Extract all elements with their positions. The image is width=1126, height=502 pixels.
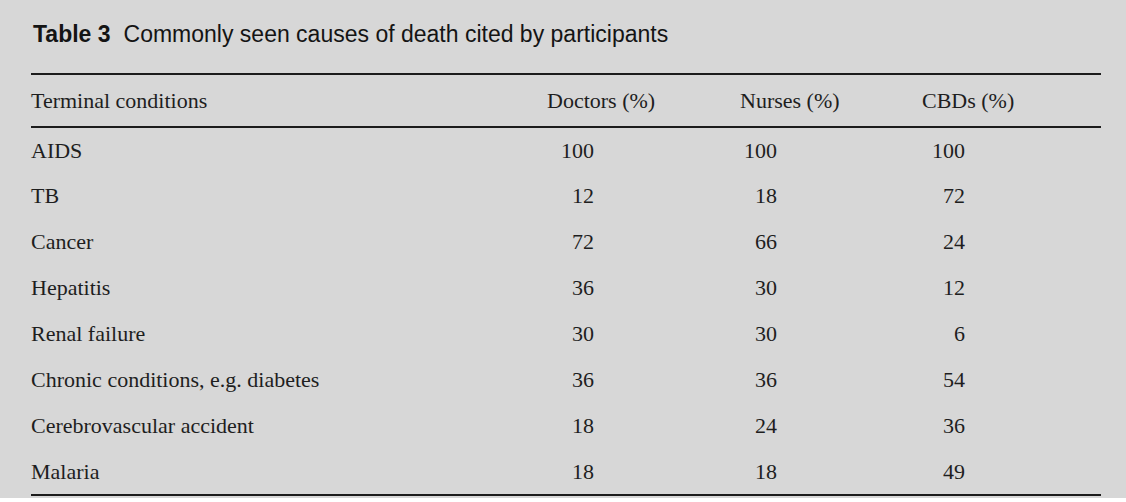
cell-nurses-value: 30 <box>740 311 922 357</box>
cell-doctors-value: 18 <box>547 403 740 449</box>
table-panel: Table 3 Commonly seen causes of death cit… <box>0 0 1126 498</box>
cell-nurses-value: 100 <box>740 127 922 173</box>
cell-cbds-value: 36 <box>922 403 1101 449</box>
cell-cbds-value: 72 <box>922 173 1101 219</box>
cell-cbds-value: 24 <box>922 219 1101 265</box>
column-header-doctors: Doctors (%) <box>547 74 740 127</box>
cell-doctors-value: 72 <box>547 219 740 265</box>
table-row: Malaria 18 18 49 <box>31 449 1101 495</box>
cell-nurses-value: 18 <box>740 449 922 495</box>
cell-condition: Chronic conditions, e.g. diabetes <box>31 357 547 403</box>
cell-doctors-value: 36 <box>547 357 740 403</box>
column-header-terminal-conditions: Terminal conditions <box>31 74 547 127</box>
table-header-row: Terminal conditions Doctors (%) Nurses (… <box>31 74 1101 127</box>
cell-doctors-value: 30 <box>547 311 740 357</box>
column-header-nurses: Nurses (%) <box>740 74 922 127</box>
cell-doctors-value: 12 <box>547 173 740 219</box>
cell-doctors-value: 18 <box>547 449 740 495</box>
table-row: Cerebrovascular accident 18 24 36 <box>31 403 1101 449</box>
cell-doctors-value: 36 <box>547 265 740 311</box>
cell-nurses-value: 24 <box>740 403 922 449</box>
table-caption: Table 3 Commonly seen causes of death cit… <box>0 0 1126 48</box>
cell-cbds-value: 12 <box>922 265 1101 311</box>
cell-condition: Hepatitis <box>31 265 547 311</box>
data-table: Terminal conditions Doctors (%) Nurses (… <box>31 73 1101 496</box>
cell-condition: Malaria <box>31 449 547 495</box>
cell-cbds-value: 49 <box>922 449 1101 495</box>
cell-cbds-value: 54 <box>922 357 1101 403</box>
cell-condition: TB <box>31 173 547 219</box>
table-row: Hepatitis 36 30 12 <box>31 265 1101 311</box>
cell-nurses-value: 30 <box>740 265 922 311</box>
cell-condition: Cerebrovascular accident <box>31 403 547 449</box>
table-row: TB 12 18 72 <box>31 173 1101 219</box>
cell-cbds-value: 6 <box>922 311 1101 357</box>
table-caption-number: Table 3 <box>33 21 111 47</box>
cell-doctors-value: 100 <box>547 127 740 173</box>
cell-condition: AIDS <box>31 127 547 173</box>
cell-condition: Renal failure <box>31 311 547 357</box>
table-header: Terminal conditions Doctors (%) Nurses (… <box>31 74 1101 127</box>
table-row: Renal failure 30 30 6 <box>31 311 1101 357</box>
table-body: AIDS 100 100 100 TB 12 18 72 Cancer 72 6… <box>31 127 1101 495</box>
table-row: AIDS 100 100 100 <box>31 127 1101 173</box>
cell-cbds-value: 100 <box>922 127 1101 173</box>
cell-nurses-value: 36 <box>740 357 922 403</box>
cell-nurses-value: 18 <box>740 173 922 219</box>
table-row: Cancer 72 66 24 <box>31 219 1101 265</box>
cell-nurses-value: 66 <box>740 219 922 265</box>
table-row: Chronic conditions, e.g. diabetes 36 36 … <box>31 357 1101 403</box>
table-caption-text: Commonly seen causes of death cited by p… <box>124 21 669 47</box>
cell-condition: Cancer <box>31 219 547 265</box>
column-header-cbds: CBDs (%) <box>922 74 1101 127</box>
